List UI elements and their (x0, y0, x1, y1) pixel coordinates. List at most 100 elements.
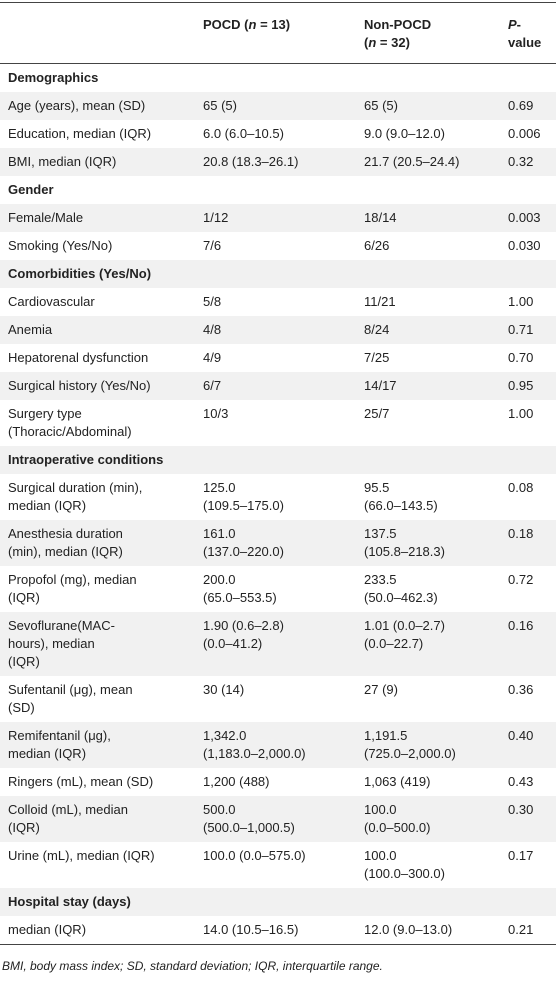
section-row: Gender (0, 176, 556, 204)
data-row: Education, median (IQR) 6.0 (6.0–10.5) 9.0… (0, 120, 556, 148)
column-header: P- value (500, 2, 556, 64)
cell: 1.90 (0.6–2.8) (0.0–41.2) (203, 618, 284, 651)
data-row: Cardiovascular 5/8 11/21 1.00 (0, 288, 556, 316)
cell: 0.71 (508, 322, 534, 337)
cell: 1,342.0 (1,183.0–2,000.0) (203, 728, 306, 761)
header-text: n (368, 35, 377, 50)
row-label: BMI, median (IQR) (8, 154, 117, 169)
cell: 14.0 (10.5–16.5) (203, 922, 299, 937)
data-row: Age (years), mean (SD) 65 (5) 65 (5) 0.69 (0, 92, 556, 120)
data-row: BMI, median (IQR) 20.8 (18.3–26.1) 21.7 (2… (0, 148, 556, 176)
row-label: Colloid (mL), median (IQR) (8, 802, 128, 835)
row-label: Surgical duration (min), median (IQR) (8, 480, 143, 513)
cell: 1,200 (488) (203, 774, 270, 789)
cell: 0.72 (508, 572, 534, 587)
cell: 0.43 (508, 774, 534, 789)
row-label: Sufentanil (μg), mean (SD) (8, 682, 133, 715)
cell: 0.95 (508, 378, 534, 393)
cell: 0.21 (508, 922, 534, 937)
data-row: Anemia 4/8 8/24 0.71 (0, 316, 556, 344)
row-label: Propofol (mg), median (IQR) (8, 572, 137, 605)
row-label: Age (years), mean (SD) (8, 98, 146, 113)
cell: 27 (9) (364, 682, 398, 697)
cell: 30 (14) (203, 682, 245, 697)
cell: 137.5 (105.8–218.3) (364, 526, 445, 559)
section-row: Demographics (0, 64, 556, 93)
data-row: median (IQR) 14.0 (10.5–16.5) 12.0 (9.0–13… (0, 916, 556, 945)
data-row: Ringers (mL), mean (SD) 1,200 (488) 1,063 … (0, 768, 556, 796)
cell: 12.0 (9.0–13.0) (364, 922, 453, 937)
data-row: Sufentanil (μg), mean (SD) 30 (14) 27 (9) 0… (0, 676, 556, 722)
row-label: Smoking (Yes/No) (8, 238, 113, 253)
row-label: Anesthesia duration (min), median (IQR) (8, 526, 123, 559)
section-title: Gender (8, 182, 54, 197)
cell: 7/6 (203, 238, 222, 253)
cell: 65 (5) (203, 98, 237, 113)
row-label: median (IQR) (8, 922, 87, 937)
cell: 100.0 (0.0–575.0) (203, 848, 306, 863)
data-row: Urine (mL), median (IQR) 100.0 (0.0–575.0… (0, 842, 556, 888)
data-row: Remifentanil (μg), median (IQR) 1,342.0 (… (0, 722, 556, 768)
header-text: = 32) (376, 35, 410, 50)
cell: 6/7 (203, 378, 222, 393)
section-title: Demographics (8, 70, 99, 85)
cell: 0.40 (508, 728, 534, 743)
row-label: Female/Male (8, 210, 84, 225)
data-row: Surgical duration (min), median (IQR) 125… (0, 474, 556, 520)
cell: 7/25 (364, 350, 390, 365)
data-row: Colloid (mL), median (IQR) 500.0 (500.0–1… (0, 796, 556, 842)
cell: 4/9 (203, 350, 222, 365)
data-row: Female/Male 1/12 18/14 0.003 (0, 204, 556, 232)
cell: 1.00 (508, 406, 534, 421)
section-row: Intraoperative conditions (0, 446, 556, 474)
row-label: Remifentanil (μg), median (IQR) (8, 728, 111, 761)
row-label: Ringers (mL), mean (SD) (8, 774, 154, 789)
cell: 20.8 (18.3–26.1) (203, 154, 299, 169)
row-label: Urine (mL), median (IQR) (8, 848, 155, 863)
header-text: POCD ( (203, 17, 249, 32)
cell: 100.0 (0.0–500.0) (364, 802, 431, 835)
cell: 0.18 (508, 526, 534, 541)
cell: 0.70 (508, 350, 534, 365)
row-label: Hepatorenal dysfunction (8, 350, 149, 365)
section-row: Hospital stay (days) (0, 888, 556, 916)
row-label: Surgery type (Thoracic/Abdominal) (8, 406, 132, 439)
cell: 21.7 (20.5–24.4) (364, 154, 460, 169)
data-row: Anesthesia duration (min), median (IQR) 1… (0, 520, 556, 566)
cell: 14/17 (364, 378, 397, 393)
row-label: Sevoflurane(MAC- hours), median (IQR) (8, 618, 115, 669)
section-row: Comorbidities (Yes/No) (0, 260, 556, 288)
cell: 1.00 (508, 294, 534, 309)
cell: 9.0 (9.0–12.0) (364, 126, 445, 141)
footnote: BMI, body mass index; SD, standard devia… (2, 959, 383, 973)
header-text: n (248, 17, 257, 32)
cell: 10/3 (203, 406, 229, 421)
data-row: Hepatorenal dysfunction 4/9 7/25 0.70 (0, 344, 556, 372)
data-row: Sevoflurane(MAC- hours), median (IQR) 1.9… (0, 612, 556, 676)
header-text: Non-POCD ( (364, 17, 432, 50)
data-row: Surgical history (Yes/No) 6/7 14/17 0.95 (0, 372, 556, 400)
header-text: - value (508, 17, 542, 50)
data-table: POCD (n = 13) Non-POCD (n = 32) P- value D… (0, 2, 556, 945)
column-header: POCD (n = 13) (195, 2, 356, 64)
cell: 0.030 (508, 238, 541, 253)
header-text: P (508, 17, 517, 32)
section-title: Comorbidities (Yes/No) (8, 266, 152, 281)
data-row: Propofol (mg), median (IQR) 200.0 (65.0–5… (0, 566, 556, 612)
row-label: Cardiovascular (8, 294, 95, 309)
cell: 0.003 (508, 210, 541, 225)
column-header: Non-POCD (n = 32) (356, 2, 500, 64)
cell: 25/7 (364, 406, 390, 421)
cell: 161.0 (137.0–220.0) (203, 526, 284, 559)
cell: 0.36 (508, 682, 534, 697)
cell: 0.32 (508, 154, 534, 169)
cell: 100.0 (100.0–300.0) (364, 848, 445, 881)
section-title: Intraoperative conditions (8, 452, 164, 467)
cell: 0.30 (508, 802, 534, 817)
cell: 200.0 (65.0–553.5) (203, 572, 277, 605)
cell: 0.17 (508, 848, 534, 863)
cell: 1/12 (203, 210, 229, 225)
row-label: Surgical history (Yes/No) (8, 378, 151, 393)
cell: 1,191.5 (725.0–2,000.0) (364, 728, 456, 761)
